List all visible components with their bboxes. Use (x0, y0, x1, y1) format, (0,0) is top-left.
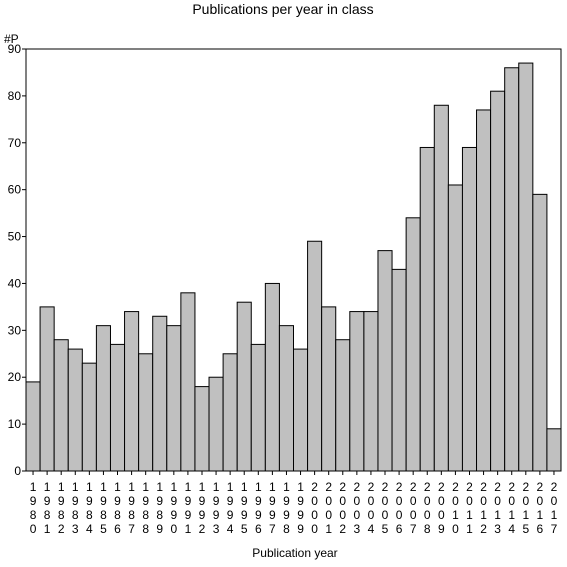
bar-2015 (518, 62, 534, 472)
y-tick-label: 0 (14, 464, 21, 478)
bar-1991 (180, 292, 196, 472)
y-tick-label: 40 (8, 276, 22, 290)
bar-1995 (236, 301, 252, 472)
bar-2007 (405, 217, 421, 472)
plot-frame (25, 48, 562, 472)
y-tick-label: 30 (8, 323, 22, 337)
bar-1996 (250, 343, 266, 472)
bar-1985 (95, 325, 111, 472)
bar-1994 (222, 353, 238, 472)
bar-2014 (504, 67, 520, 472)
bar-2004 (363, 311, 379, 472)
bars (25, 62, 562, 472)
bar-2017 (546, 428, 562, 472)
bar-1993 (208, 376, 224, 472)
bar-1989 (152, 315, 168, 472)
bar-2006 (391, 268, 407, 472)
x-axis: 1 9 8 0 1 9 8 1 1 9 8 2 1 9 8 3 1 9 8 4 1 9 8 5 1 9 8 6 1 9 8 7 1 9 8 8 1 9 8 9… (30, 471, 558, 536)
bar-1986 (109, 343, 126, 472)
y-axis: 0 10 20 30 40 50 60 70 80 90 (8, 42, 26, 478)
bar-1984 (81, 362, 97, 472)
bar-2000 (307, 240, 323, 472)
bar-2011 (461, 146, 478, 472)
bar-2003 (349, 311, 365, 472)
y-tick-label: 80 (8, 89, 22, 103)
bar-1982 (53, 339, 69, 472)
y-tick-label: 90 (8, 42, 22, 56)
bar-2001 (321, 306, 337, 472)
bar-2013 (490, 90, 506, 472)
x-axis-label: Publication year (252, 546, 337, 560)
bar-2002 (335, 339, 351, 472)
chart-title: Publications per year in class (192, 1, 373, 17)
y-tick-label: 70 (8, 136, 22, 150)
bar-1980 (25, 381, 41, 472)
y-tick-label: 60 (8, 183, 22, 197)
bar-1997 (264, 282, 280, 472)
bar-1983 (67, 348, 83, 472)
bar-2008 (419, 146, 435, 472)
bar-1987 (124, 311, 140, 472)
bar-1988 (138, 353, 154, 472)
bar-2005 (377, 250, 393, 472)
y-tick-label: 20 (8, 370, 22, 384)
bar-1998 (278, 325, 294, 472)
bar-1992 (194, 386, 210, 472)
bar-2016 (532, 193, 548, 472)
bar-1990 (166, 325, 182, 472)
bar-2012 (476, 109, 492, 472)
bar-2010 (447, 184, 463, 472)
y-tick-label: 10 (8, 417, 22, 431)
bar-1981 (39, 306, 55, 472)
bar-2009 (433, 104, 449, 472)
bar-1999 (293, 348, 309, 472)
y-tick-label: 50 (8, 230, 22, 244)
y-axis-label: #P (4, 32, 19, 46)
